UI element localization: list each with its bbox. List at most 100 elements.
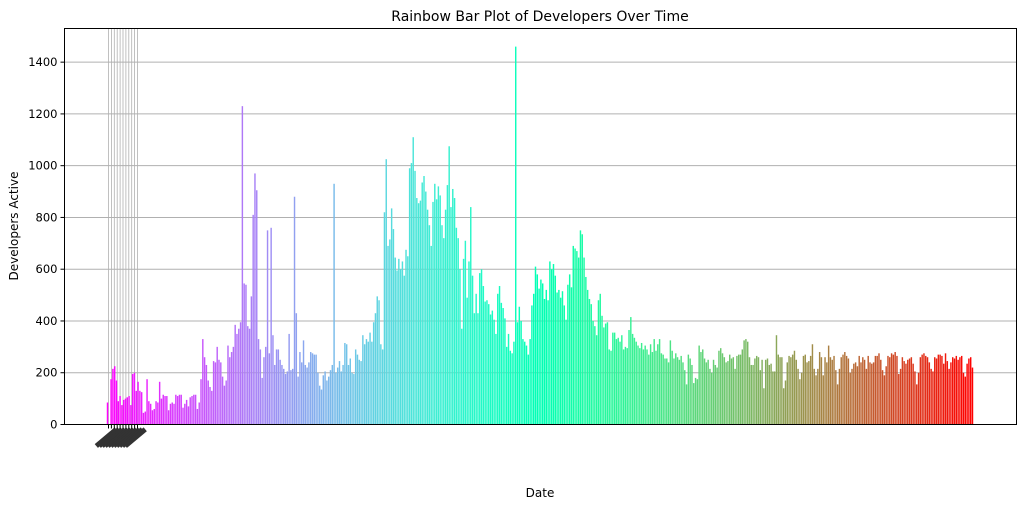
y-tick-label: 400 bbox=[36, 314, 58, 328]
bar bbox=[655, 350, 657, 425]
bar bbox=[813, 368, 815, 425]
bar bbox=[939, 354, 941, 425]
bar bbox=[119, 396, 121, 425]
bar bbox=[923, 353, 925, 425]
bar bbox=[322, 375, 325, 425]
bar bbox=[112, 368, 114, 425]
x-tick-label bbox=[123, 427, 147, 448]
bar bbox=[284, 374, 287, 425]
bar bbox=[545, 289, 548, 425]
bar bbox=[184, 403, 186, 425]
bar bbox=[898, 374, 900, 425]
bar bbox=[890, 353, 893, 425]
bar bbox=[475, 293, 477, 425]
bar bbox=[344, 342, 346, 425]
bar bbox=[716, 367, 718, 425]
bar bbox=[653, 339, 655, 425]
bar bbox=[863, 359, 866, 425]
bar bbox=[712, 359, 715, 425]
bar bbox=[705, 362, 708, 425]
bar bbox=[435, 199, 438, 425]
bar bbox=[369, 332, 371, 425]
bar bbox=[782, 388, 785, 425]
bar bbox=[497, 293, 499, 425]
bar bbox=[851, 368, 853, 425]
bar bbox=[297, 376, 299, 425]
bar bbox=[727, 361, 729, 425]
bar bbox=[651, 352, 654, 425]
bar bbox=[637, 345, 639, 425]
bar bbox=[730, 358, 733, 425]
bar bbox=[327, 376, 330, 425]
bar bbox=[471, 275, 474, 425]
bar bbox=[642, 349, 645, 425]
bar bbox=[678, 359, 681, 425]
bar bbox=[257, 339, 260, 425]
bar bbox=[907, 359, 909, 425]
bar bbox=[725, 362, 727, 425]
bar bbox=[872, 362, 875, 425]
bar bbox=[376, 296, 378, 425]
x-decor-lines bbox=[108, 28, 138, 425]
bar bbox=[407, 256, 409, 425]
bar bbox=[248, 328, 251, 425]
bar bbox=[547, 300, 549, 425]
bar bbox=[383, 212, 386, 425]
bar bbox=[622, 349, 625, 425]
bar bbox=[795, 359, 797, 425]
bar bbox=[423, 176, 425, 425]
y-tick-label: 800 bbox=[36, 210, 58, 224]
bar bbox=[110, 379, 112, 425]
bar bbox=[354, 349, 357, 425]
bar bbox=[718, 350, 720, 425]
bar bbox=[412, 137, 414, 425]
bar bbox=[563, 305, 565, 425]
bar bbox=[790, 357, 792, 425]
bar bbox=[135, 390, 137, 425]
bar bbox=[180, 394, 182, 425]
bar bbox=[597, 300, 600, 425]
bar bbox=[489, 314, 492, 425]
bar bbox=[149, 403, 152, 425]
bar bbox=[324, 371, 326, 425]
bar bbox=[559, 297, 562, 425]
bar bbox=[534, 266, 537, 425]
bar bbox=[128, 396, 130, 425]
bar bbox=[962, 372, 965, 425]
bar bbox=[714, 364, 717, 425]
bar bbox=[759, 370, 762, 425]
bar bbox=[518, 306, 521, 425]
bar bbox=[871, 363, 873, 425]
y-tick-label: 200 bbox=[36, 366, 58, 380]
bar bbox=[887, 355, 889, 425]
bar bbox=[266, 230, 269, 425]
bar bbox=[106, 402, 109, 425]
bar bbox=[378, 300, 380, 425]
bar bbox=[482, 286, 485, 425]
bar bbox=[608, 349, 610, 425]
bar bbox=[639, 348, 641, 425]
bar bbox=[229, 357, 231, 425]
bar bbox=[158, 381, 161, 425]
y-axis-label: Developers Active bbox=[7, 172, 21, 281]
bar bbox=[935, 358, 938, 425]
bar bbox=[292, 368, 294, 425]
bar bbox=[417, 203, 420, 425]
bar bbox=[640, 342, 643, 425]
bar bbox=[448, 146, 450, 425]
bar bbox=[331, 364, 334, 425]
bar bbox=[425, 191, 427, 425]
bar bbox=[340, 371, 342, 425]
bar bbox=[594, 326, 596, 425]
bar bbox=[786, 362, 788, 425]
bar bbox=[326, 380, 328, 425]
bar bbox=[921, 354, 923, 425]
bar bbox=[493, 319, 495, 425]
bar bbox=[613, 332, 616, 425]
bar bbox=[498, 286, 501, 425]
bar bbox=[944, 353, 947, 425]
bar bbox=[585, 276, 587, 425]
bar bbox=[698, 345, 700, 425]
bar bbox=[209, 386, 211, 425]
